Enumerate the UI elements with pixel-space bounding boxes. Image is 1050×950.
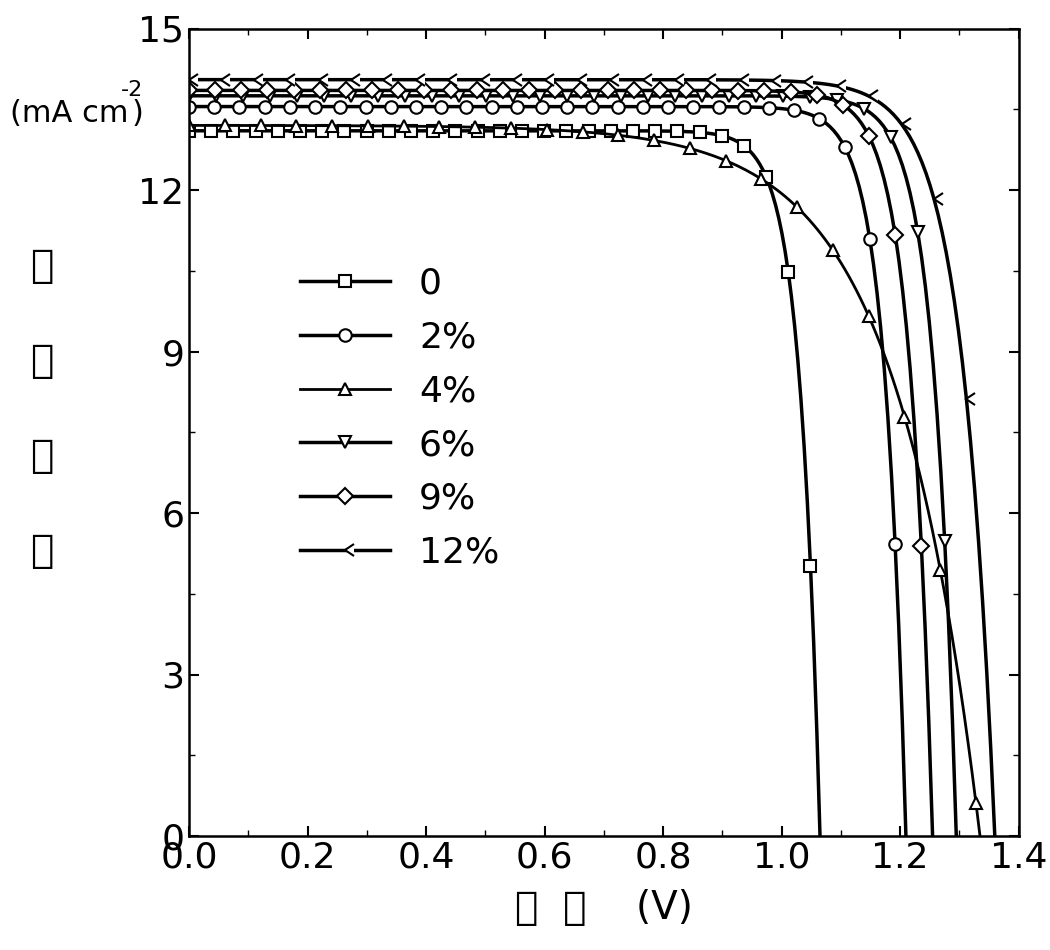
12% — [231, 74, 244, 85]
Text: 密: 密 — [30, 437, 54, 475]
0 — [208, 125, 220, 137]
0 — [351, 125, 363, 137]
0 — [760, 171, 773, 182]
4% — [330, 120, 342, 131]
4% — [933, 564, 946, 576]
0 — [183, 125, 195, 137]
4% — [230, 120, 243, 131]
12% — [333, 74, 345, 85]
4% — [183, 120, 195, 131]
2% — [863, 234, 876, 245]
4% — [973, 830, 986, 842]
Text: 度: 度 — [30, 532, 54, 570]
0 — [814, 830, 826, 842]
6% — [326, 90, 338, 102]
12% — [397, 74, 410, 85]
Text: (mA cm: (mA cm — [10, 100, 129, 128]
9% — [926, 830, 939, 842]
0 — [220, 125, 233, 137]
Text: -2: -2 — [121, 80, 143, 101]
12% — [948, 295, 961, 307]
2% — [211, 101, 224, 112]
Text: ): ) — [131, 100, 143, 128]
0 — [782, 267, 795, 278]
4% — [394, 121, 406, 132]
6% — [229, 90, 242, 102]
9% — [889, 229, 902, 240]
9% — [321, 85, 334, 96]
Legend: 0, 2%, 4%, 6%, 9%, 12%: 0, 2%, 4%, 6%, 9%, 12% — [281, 249, 518, 588]
9% — [183, 85, 195, 96]
12% — [920, 167, 932, 179]
Line: 9%: 9% — [184, 85, 938, 842]
9% — [212, 85, 225, 96]
9% — [228, 85, 240, 96]
6% — [387, 90, 400, 102]
Text: 电: 电 — [30, 247, 54, 285]
2% — [316, 101, 329, 112]
12% — [215, 74, 228, 85]
Text: 流: 流 — [30, 342, 54, 380]
Line: 12%: 12% — [183, 73, 1001, 843]
2% — [838, 142, 851, 153]
12% — [183, 74, 195, 85]
Line: 6%: 6% — [183, 89, 963, 843]
6% — [213, 90, 226, 102]
9% — [863, 130, 876, 142]
2% — [226, 101, 238, 112]
2% — [183, 101, 195, 112]
6% — [183, 90, 195, 102]
12% — [988, 830, 1001, 842]
4% — [214, 120, 227, 131]
2% — [374, 101, 386, 112]
0 — [300, 125, 313, 137]
Line: 2%: 2% — [183, 101, 912, 843]
Line: 0: 0 — [183, 124, 826, 843]
4% — [906, 440, 919, 451]
2% — [900, 830, 912, 842]
9% — [381, 85, 394, 96]
6% — [911, 226, 924, 238]
6% — [950, 830, 963, 842]
X-axis label: 电  压    (V): 电 压 (V) — [514, 889, 693, 927]
Line: 4%: 4% — [183, 119, 986, 843]
6% — [884, 132, 897, 143]
